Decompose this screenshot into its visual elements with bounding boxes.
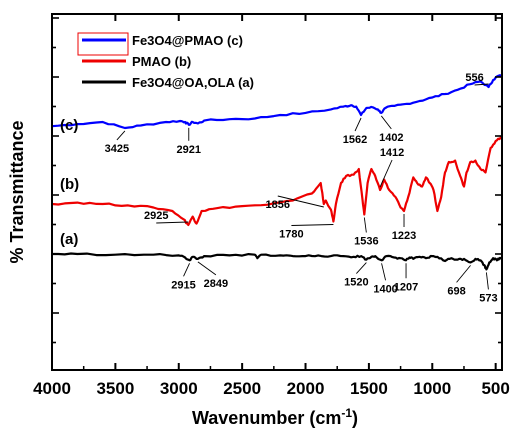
annotation-label-1207: 1207 [394,281,418,293]
annotation-label-1780: 1780 [279,229,303,241]
series-line-1 [51,135,503,227]
annotation-label-1223: 1223 [392,230,416,242]
legend: Fe3O4@PMAO (c) PMAO (b) Fe3O4@OA,OLA (a) [72,28,294,100]
series-line-2 [52,252,503,271]
annotation-arrow-2849 [197,261,217,276]
annotation-arrow-1400 [381,263,387,281]
x-tick-label-3000: 3000 [160,379,198,398]
annotation-label-1562: 1562 [343,134,367,146]
curve-label-1: (b) [60,176,79,193]
x-tick-label-500: 500 [481,379,509,398]
annotation-group: 3425 2921 1562 1402 556 2925 1856 1780 1536 1412 1… [105,72,498,304]
annotation-label-1520: 1520 [344,277,368,289]
annotation-label-1412: 1412 [380,147,404,159]
x-tick-label-3500: 3500 [96,379,134,398]
annotation-arrow-1536 [363,217,367,233]
legend-label-1: PMAO (b) [132,54,191,69]
x-tick-label-2500: 2500 [223,379,261,398]
annotation-arrow-1520 [356,262,367,274]
series-line-0 [51,74,503,130]
annotation-arrow-1402 [380,115,392,130]
annotation-arrow-2925 [156,221,189,224]
annotation-arrow-1562 [354,117,362,132]
legend-label-0: Fe3O4@PMAO (c) [132,33,243,48]
curve-label-0: (c) [60,117,78,134]
x-tick-label-4000: 4000 [33,379,71,398]
y-axis [52,17,502,344]
x-tick-label-2000: 2000 [287,379,325,398]
annotation-label-698: 698 [447,285,465,297]
annotation-label-1400: 1400 [373,283,397,295]
x-tick-label-1500: 1500 [350,379,388,398]
curve-label-2: (a) [60,231,78,248]
x-axis-title: Wavenumber (cm-1) [192,406,358,428]
legend-label-2: Fe3O4@OA,OLA (a) [132,75,254,90]
annotation-label-2921: 2921 [177,144,201,156]
annotation-label-3425: 3425 [105,143,129,155]
annotation-label-1536: 1536 [354,236,378,248]
annotation-label-556: 556 [465,72,483,84]
annotation-arrow-1856 [277,195,324,208]
annotation-arrow-698 [456,265,471,283]
annotation-arrow-573 [485,272,489,290]
y-axis-title: % Transmittance [7,120,27,263]
annotation-arrow-1780 [291,224,334,226]
annotation-label-2915: 2915 [171,279,195,291]
annotation-arrow-1412 [379,159,393,188]
x-axis: 4000 3500 3000 2500 2000 1500 1000 500 [33,14,510,398]
plot-frame [51,13,503,371]
annotation-arrow-2915 [183,263,190,277]
annotation-label-1402: 1402 [379,132,403,144]
annotation-label-573: 573 [479,292,497,304]
annotation-arrow-3425 [116,130,126,141]
legend-highlight-box [77,32,129,56]
annotation-arrow-556 [474,83,489,86]
annotation-label-2849: 2849 [204,278,228,290]
annotation-label-2925: 2925 [144,210,168,222]
x-tick-label-1000: 1000 [413,379,451,398]
series-group [51,74,503,271]
annotation-label-1856: 1856 [266,199,290,211]
curve-label-group: (c) (b) (a) [60,117,79,248]
